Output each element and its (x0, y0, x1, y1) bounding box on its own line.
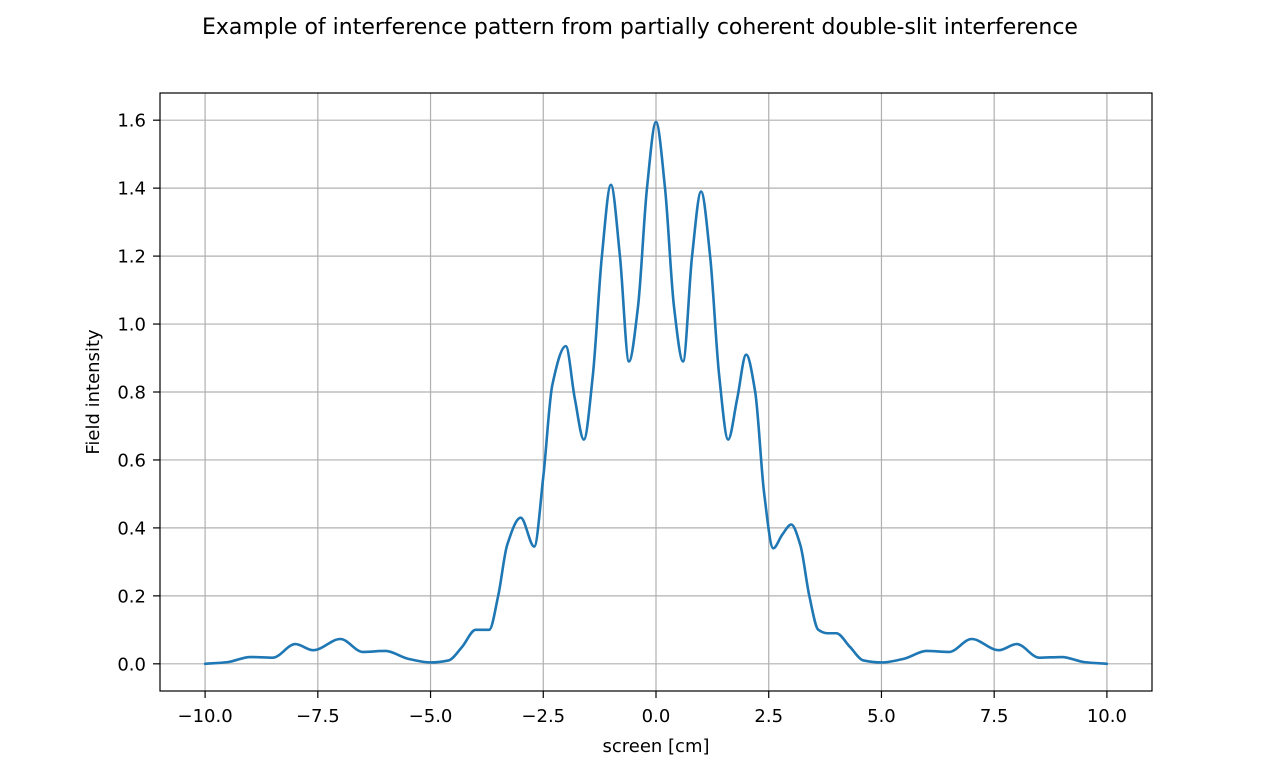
series-line-0 (203, 120, 1109, 666)
y-tick-label: 1.4 (117, 179, 146, 200)
x-tick-label: −10.0 (178, 706, 233, 727)
y-tick-label: 0.2 (117, 586, 146, 607)
x-axis-label: screen [cm] (602, 736, 709, 757)
x-tick-label: 5.0 (867, 706, 896, 727)
x-tick-label: 2.5 (754, 706, 783, 727)
y-tick-label: 1.2 (117, 247, 146, 268)
series-layer (203, 120, 1109, 666)
x-tick-label: −7.5 (296, 706, 340, 727)
y-tick-label: 1.0 (117, 315, 146, 336)
y-tick-label: 0.6 (117, 450, 146, 471)
grid (160, 93, 1152, 691)
x-tick-label: −5.0 (409, 706, 453, 727)
ticks: −10.0 −7.5 −5.0 −2.5 0.0 2.5 5.0 7.5 10.0 0.0 0.2 0… (117, 111, 1127, 727)
x-tick-label: 7.5 (980, 706, 1009, 727)
y-axis-label: Field intensity (83, 329, 104, 455)
y-tick-label: 1.6 (117, 111, 146, 132)
y-tick-label: 0.8 (117, 383, 146, 404)
chart-title: Example of interference pattern from par… (202, 15, 1078, 40)
y-tick-label: 0.4 (117, 518, 146, 539)
x-tick-label: −2.5 (521, 706, 565, 727)
x-tick-label: 10.0 (1087, 706, 1127, 727)
x-tick-label: 0.0 (642, 706, 671, 727)
y-tick-label: 0.0 (117, 654, 146, 675)
